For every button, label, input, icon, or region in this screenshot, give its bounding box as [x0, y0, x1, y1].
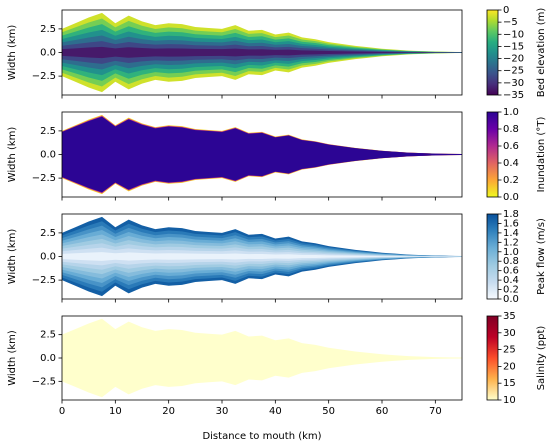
x-axis-label: Distance to mouth (km) [202, 431, 321, 442]
contour-band [62, 252, 462, 261]
colorbar-tick-label: 20 [503, 361, 516, 372]
y-tick-label: −2.5 [32, 71, 56, 82]
colorbar-tick-label: −15 [503, 41, 524, 52]
colorbar-tick-label: 1.8 [503, 209, 519, 220]
colorbar-label: Inundation (°T) [536, 117, 547, 193]
y-tick-label: −2.5 [32, 376, 56, 387]
y-axis-label: Width (km) [7, 330, 18, 386]
x-tick-label: 70 [429, 406, 442, 417]
colorbar-tick-label: −30 [503, 78, 524, 89]
colorbar-tick-label: 1.2 [503, 237, 519, 248]
y-tick-label: 0.0 [40, 150, 56, 161]
y-axis-label: Width (km) [7, 229, 18, 285]
x-tick-label: 30 [216, 406, 229, 417]
y-tick-label: 0.0 [40, 252, 56, 263]
colorbar-label: Peak flow (m/s) [536, 218, 547, 295]
colorbar-tick-label: 0.8 [503, 256, 519, 267]
x-tick-label: 60 [376, 406, 389, 417]
colorbar-tick-label: 0.2 [503, 175, 519, 186]
colorbar-tick-label: 0.6 [503, 266, 519, 277]
colorbar-tick-label: 0.8 [503, 124, 519, 135]
colorbar-tick-label: 0 [503, 5, 509, 16]
x-tick-label: 40 [269, 406, 282, 417]
colorbar [486, 213, 499, 300]
y-tick-label: 2.5 [40, 126, 56, 137]
x-tick-label: 50 [322, 406, 335, 417]
contour-band [62, 318, 462, 398]
colorbar-tick-label: 0.6 [503, 141, 519, 152]
colorbar-tick-label: 25 [503, 345, 516, 356]
colorbar-label: Salinity (ppt) [536, 326, 547, 391]
colorbar-tick-label: 0.4 [503, 275, 519, 286]
colorbar [486, 111, 499, 198]
y-tick-label: 0.0 [40, 353, 56, 364]
y-tick-label: −2.5 [32, 173, 56, 184]
colorbar-tick-label: 1.0 [503, 247, 519, 258]
x-tick-label: 10 [109, 406, 122, 417]
colorbar-tick-label: 15 [503, 378, 516, 389]
colorbar-tick-label: −25 [503, 66, 524, 77]
colorbar-tick-label: 0.0 [503, 192, 519, 203]
colorbar [486, 9, 499, 96]
colorbar-tick-label: 1.6 [503, 218, 519, 229]
colorbar-tick-label: 0.0 [503, 294, 519, 305]
x-tick-label: 0 [59, 406, 65, 417]
colorbar-tick-label: −20 [503, 54, 524, 65]
y-tick-label: −2.5 [32, 275, 56, 286]
colorbar-tick-label: 0.2 [503, 285, 519, 296]
colorbar-tick-label: −5 [503, 17, 518, 28]
colorbar-tick-label: −35 [503, 90, 524, 101]
colorbar [486, 315, 499, 401]
colorbar-label: Bed elevation (m) [536, 8, 547, 98]
colorbar-tick-label: 0.4 [503, 158, 519, 169]
x-tick-label: 20 [162, 406, 175, 417]
y-axis-label: Width (km) [7, 25, 18, 81]
y-tick-label: 0.0 [40, 48, 56, 59]
colorbar-tick-label: 1.4 [503, 228, 519, 239]
contour-band [62, 46, 462, 59]
y-axis-label: Width (km) [7, 127, 18, 183]
colorbar-tick-label: 35 [503, 311, 516, 322]
y-tick-label: 2.5 [40, 330, 56, 341]
colorbar-tick-label: 1.0 [503, 107, 519, 118]
colorbar-tick-label: 30 [503, 328, 516, 339]
colorbar-tick-label: 10 [503, 395, 516, 406]
y-tick-label: 2.5 [40, 228, 56, 239]
contour-band [62, 116, 462, 193]
colorbar-tick-label: −10 [503, 29, 524, 40]
y-tick-label: 2.5 [40, 24, 56, 35]
